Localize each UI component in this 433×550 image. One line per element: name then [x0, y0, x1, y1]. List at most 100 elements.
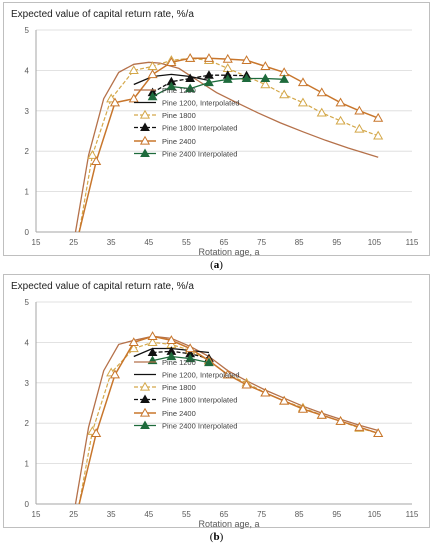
chart-b-series-pine-1800-point	[147, 337, 158, 347]
chart-b-series-pine-1200-line	[74, 335, 379, 505]
chart-b-series-pine-2400-point	[297, 403, 309, 413]
chart-a-series-pine-2400-point	[373, 112, 384, 122]
chart-a-x-tick-label: 115	[406, 238, 419, 247]
chart-b-series-pine-1800-interpolated-line	[152, 350, 210, 360]
chart-a-series-pine-1800-point	[260, 79, 271, 89]
chart-a-series-pine-1800-point	[354, 123, 365, 133]
chart-a-y-tick-label: 5	[25, 26, 30, 35]
chart-a-series-pine-2400-interpolated-point	[241, 73, 252, 83]
chart-a-series-pine-2400	[78, 53, 384, 233]
chart-a-y-tick-label: 4	[25, 66, 30, 75]
chart-b-series-pine-2400-interpolated-point	[204, 357, 214, 367]
chart-b-series-pine-2400-point	[335, 415, 346, 425]
chart-a-series-pine-2400-point	[147, 69, 158, 79]
chart-a-series-pine-2400-point	[354, 105, 365, 115]
chart-b-legend-marker-pine-1800	[139, 381, 151, 391]
chart-a-x-tick-label: 85	[295, 238, 304, 247]
chart-a-x-tick-label: 65	[220, 238, 229, 247]
chart-b-series-pine-2400-interpolated-line	[152, 355, 210, 364]
chart-b-series-pine-2400-line	[78, 335, 379, 505]
chart-b-legend-entry-pine-1200-interpolated: Pine 1200, Interpolated	[162, 371, 240, 380]
chart-b-y-tick-label: 0	[25, 500, 30, 509]
chart-a-series-pine-2400-interpolated	[147, 73, 290, 101]
chart-b-series-pine-2400-point	[91, 428, 102, 437]
chart-b-series-pine-2400-point	[185, 343, 196, 353]
chart-b-series-pine-2400-point	[316, 409, 327, 419]
chart-b-series-pine-2400-point	[147, 331, 158, 340]
chart-b-y-tick-label: 1	[25, 460, 30, 469]
chart-a-series-pine-1200	[74, 61, 379, 233]
chart-b-legend-entry-pine-2400: Pine 2400	[162, 409, 196, 418]
chart-a-series-pine-1800-point	[128, 65, 139, 75]
chart-a-series-pine-2400-point	[109, 97, 121, 107]
chart-b-legend-marker-pine-1800-interpolated	[140, 394, 150, 404]
chart-a-series-pine-2400-point	[316, 87, 327, 97]
chart-b-x-tick-label: 115	[406, 510, 419, 519]
chart-b-x-tick-label: 85	[295, 510, 304, 519]
chart-a-series-pine-1800-interpolated	[147, 70, 252, 97]
chart-a-series-pine-2400-point	[297, 77, 309, 87]
chart-a-legend-marker-pine-2400	[139, 135, 151, 145]
chart-b-series-pine-2400-point	[222, 369, 233, 379]
chart-a-legend: Pine 1200 Pine 1200, Interpolated Pine 180…	[134, 86, 240, 159]
chart-b-series-pine-2400-point	[373, 428, 384, 437]
chart-a-series-pine-1800-point	[335, 115, 346, 125]
chart-b-series-pine-2400-point	[279, 395, 290, 405]
chart-b-x-tick-label: 15	[32, 510, 41, 519]
chart-b-x-tick-label: 25	[69, 510, 78, 519]
chart-b-series-pine-2400-point	[354, 422, 365, 431]
chart-b-legend-entry-pine-2400-interpolated: Pine 2400 Interpolated	[162, 422, 237, 431]
chart-panel-a: 0 1 2 3 4 5 15 25 35 45 55 65 75 85 95 105 115 Rotation a…	[3, 2, 430, 257]
chart-b-series-pine-1200	[74, 335, 379, 505]
chart-b-series-pine-2400	[78, 331, 384, 505]
chart-a-y-tick-label: 1	[25, 188, 30, 197]
chart-b-legend-entry-pine-1200: Pine 1200	[162, 358, 196, 367]
chart-a-x-tick-label: 15	[32, 238, 41, 247]
chart-b-legend-entry-pine-1800-interpolated: Pine 1800 Interpolated	[162, 396, 237, 405]
chart-a-series-pine-2400-interpolated-point	[185, 83, 196, 93]
chart-b-x-tick-label: 95	[332, 510, 341, 519]
chart-a-legend-marker-pine-2400-interpolated	[140, 148, 150, 158]
chart-a-series-pine-2400-point	[166, 57, 177, 66]
caption-b-letter: b	[213, 531, 220, 543]
chart-b-x-tick-label: 105	[368, 510, 382, 519]
chart-a-x-tick-label: 25	[69, 238, 78, 247]
chart-a-x-tick-label: 35	[107, 238, 116, 247]
chart-b-title: Expected value of capital return rate, %…	[11, 281, 194, 292]
chart-a-series-pine-2400-interpolated-point	[279, 74, 290, 83]
chart-a-x-tick-label: 45	[144, 238, 153, 247]
chart-a-series-pine-2400-interpolated-point	[222, 74, 233, 83]
chart-b-legend-entry-pine-1800: Pine 1800	[162, 383, 196, 392]
chart-a-legend-marker-pine-1800-interpolated	[140, 122, 150, 132]
chart-a-series-pine-2400-point	[128, 93, 139, 103]
chart-a-y-tick-label: 2	[25, 147, 30, 156]
chart-a-series-pine-2400-point	[222, 53, 233, 63]
chart-b-series-pine-2400-point	[241, 379, 252, 389]
chart-a-series-pine-1800-point	[87, 150, 98, 159]
chart-a-title: Expected value of capital return rate, %…	[11, 9, 194, 20]
chart-b-legend-marker-pine-2400-interpolated	[140, 420, 150, 430]
chart-a-series-pine-1200-interpolated	[133, 73, 210, 86]
chart-b-x-tick-label: 65	[220, 510, 229, 519]
chart-a-series-pine-2400-point	[335, 97, 346, 107]
chart-a-x-tick-label: 75	[257, 238, 266, 247]
chart-a-series-pine-2400-interpolated-point	[166, 81, 177, 91]
caption-b: (b)	[209, 531, 224, 543]
chart-panel-b: 0 1 2 3 4 5 15 25 35 45 55 65 75 85 95 105 115 Rotation a…	[3, 274, 430, 529]
chart-a-legend-marker-pine-1800	[139, 109, 151, 119]
chart-b-series-pine-1800-point	[128, 343, 139, 353]
chart-a-series-pine-2400-interpolated-line	[152, 77, 285, 98]
chart-a-series-pine-2400-interpolated-point	[260, 73, 271, 83]
chart-a-legend-entry-pine-1200-interpolated: Pine 1200, Interpolated	[162, 99, 240, 108]
chart-b-y-tick-label: 5	[25, 298, 30, 307]
chart-a-x-axis-label: Rotation age, a	[198, 247, 259, 257]
chart-b-legend-marker-pine-2400	[139, 407, 151, 417]
chart-a-series-pine-2400-point	[203, 53, 215, 62]
chart-a-y-tick-label: 0	[25, 228, 30, 237]
chart-b-series-pine-2400-point	[128, 337, 139, 347]
chart-b-series-pine-2400-interpolated-point	[166, 351, 177, 361]
chart-a-legend-entry-pine-1200: Pine 1200	[162, 86, 196, 95]
chart-b-series-pine-2400-interpolated-point	[185, 353, 196, 363]
